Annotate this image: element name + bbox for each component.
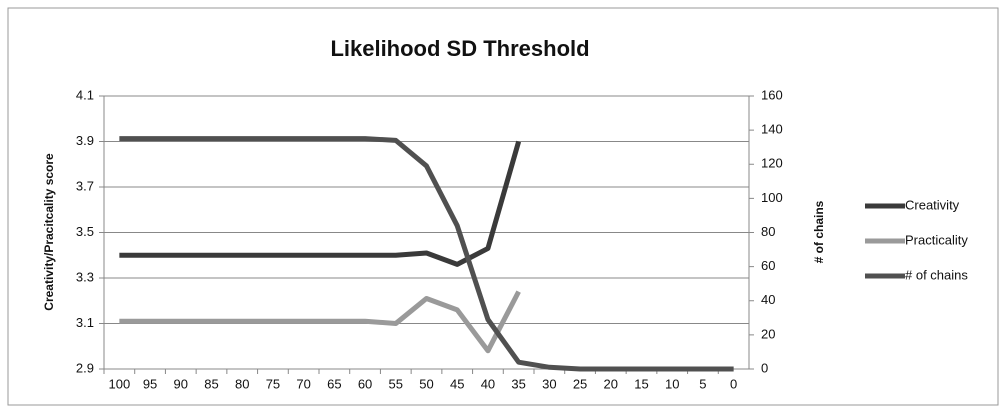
x-tick-label: 25	[573, 376, 587, 391]
y-tick-label: 3.9	[76, 133, 94, 148]
y2-tick-label: 40	[761, 292, 775, 307]
y2-tick-label: 0	[761, 360, 768, 375]
y2-tick-label: 20	[761, 326, 775, 341]
x-tick-label: 65	[327, 376, 341, 391]
series-line	[119, 136, 734, 372]
x-tick-label: 50	[419, 376, 433, 391]
y-tick-label: 3.7	[76, 178, 94, 193]
series-line	[119, 140, 522, 267]
legend-label: Creativity	[905, 197, 960, 212]
y2-tick-label: 60	[761, 258, 775, 273]
y-axis-title: Creativity/Pracitcality score	[42, 153, 56, 311]
y-tick-label: 4.1	[76, 87, 94, 102]
x-tick-label: 70	[296, 376, 310, 391]
legend-label: Practicality	[905, 232, 968, 247]
x-tick-label: 95	[143, 376, 157, 391]
y2-tick-label: 100	[761, 190, 783, 205]
y-tick-label: 2.9	[76, 360, 94, 375]
x-tick-label: 10	[665, 376, 679, 391]
legend-label: # of chains	[905, 267, 968, 282]
y2-axis-title: # of chains	[812, 200, 826, 263]
x-tick-label: 80	[235, 376, 249, 391]
y2-tick-label: 140	[761, 122, 783, 137]
x-tick-label: 85	[204, 376, 218, 391]
x-tick-label: 30	[542, 376, 556, 391]
y-tick-label: 3.1	[76, 315, 94, 330]
chart-title: Likelihood SD Threshold	[330, 36, 589, 61]
x-tick-label: 5	[699, 376, 706, 391]
x-tick-label: 60	[358, 376, 372, 391]
x-tick-label: 40	[481, 376, 495, 391]
y2-tick-label: 160	[761, 87, 783, 102]
y-tick-label: 3.3	[76, 269, 94, 284]
x-tick-label: 75	[266, 376, 280, 391]
x-tick-label: 0	[730, 376, 737, 391]
x-tick-label: 15	[634, 376, 648, 391]
y-tick-label: 3.5	[76, 224, 94, 239]
x-tick-label: 45	[450, 376, 464, 391]
y2-tick-label: 80	[761, 224, 775, 239]
y2-tick-label: 120	[761, 156, 783, 171]
chart-frame	[7, 7, 999, 406]
x-tick-label: 90	[174, 376, 188, 391]
x-tick-label: 100	[109, 376, 131, 391]
x-tick-label: 35	[511, 376, 525, 391]
series-line	[119, 290, 521, 354]
x-tick-label: 55	[389, 376, 403, 391]
x-tick-label: 20	[604, 376, 618, 391]
